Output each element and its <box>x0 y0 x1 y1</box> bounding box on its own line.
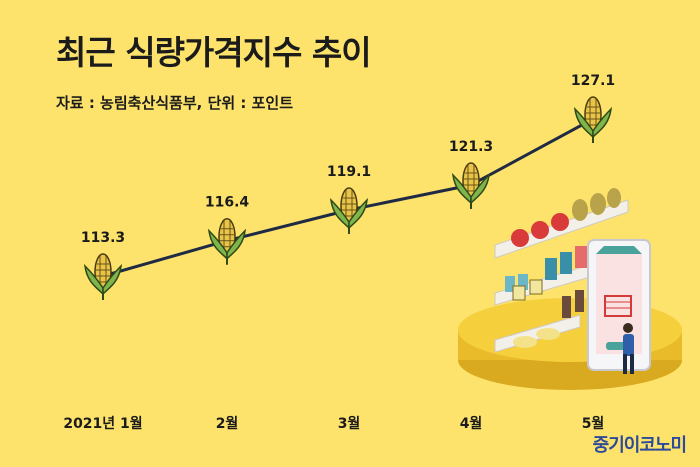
grocery-shelf-illustration <box>458 188 682 390</box>
data-label: 119.1 <box>327 164 371 180</box>
corn-marker-point <box>574 96 612 144</box>
chart-title: 최근 식량가격지수 추이 <box>56 33 372 72</box>
brand-logo: 중기이코노미 <box>592 435 687 456</box>
corn-marker-point <box>208 217 246 266</box>
data-label: 127.1 <box>571 73 615 89</box>
data-label: 116.4 <box>205 195 250 211</box>
x-tick-label: 2021년 1월 <box>63 415 142 432</box>
x-tick-label: 3월 <box>338 415 361 432</box>
corn-marker-point <box>84 253 122 301</box>
x-tick-label: 4월 <box>460 415 483 432</box>
data-label: 121.3 <box>449 139 493 155</box>
corn-marker-point <box>452 161 490 210</box>
data-label: 113.3 <box>81 230 125 246</box>
x-tick-label: 5월 <box>582 415 605 432</box>
chart-subtitle: 자료 : 농림축산식품부, 단위 : 포인트 <box>56 94 294 112</box>
corn-marker-point <box>330 187 368 236</box>
x-tick-label: 2월 <box>216 415 239 432</box>
